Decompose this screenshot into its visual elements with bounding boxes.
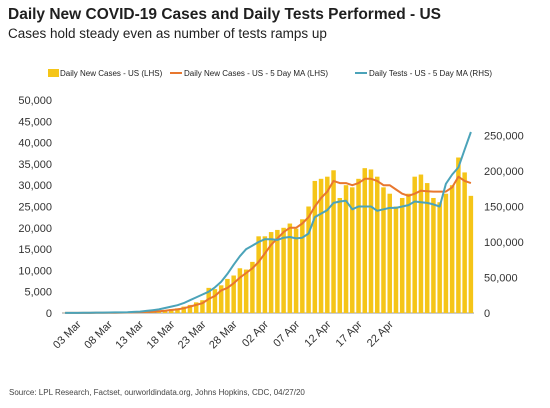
x-tick-label: 17 Apr xyxy=(334,318,365,349)
cases-bar xyxy=(418,174,424,313)
cases-bar xyxy=(325,176,330,313)
legend-label-tests-ma: Daily Tests - US - 5 Day MA (RHS) xyxy=(369,69,492,78)
legend-label-cases-ma: Daily New Cases - US - 5 Day MA (LHS) xyxy=(184,69,328,78)
cases-bar xyxy=(406,193,411,313)
cases-bar xyxy=(212,289,218,313)
y-left-tick-label: 45,000 xyxy=(18,116,52,128)
cases-bar xyxy=(456,157,461,313)
x-tick-label: 23 Mar xyxy=(176,318,209,351)
cases-bar xyxy=(281,227,286,313)
cases-bar xyxy=(393,206,399,313)
cases-bar xyxy=(350,187,355,313)
cases-bar xyxy=(412,176,417,313)
chart-subtitle: Cases hold steady even as number of test… xyxy=(8,26,327,41)
x-tick-label: 13 Mar xyxy=(113,318,146,351)
cases-bar xyxy=(362,168,368,313)
series-lines xyxy=(65,131,472,314)
cases-bar xyxy=(206,287,211,313)
tests-ma-line xyxy=(65,131,472,314)
cases-bar xyxy=(343,185,349,313)
cases-bar xyxy=(318,178,324,313)
cases-bar xyxy=(181,306,186,313)
y-left-tick-label: 15,000 xyxy=(18,244,52,256)
cases-bar xyxy=(312,180,318,313)
y-left-tick-label: 25,000 xyxy=(18,202,52,214)
cases-bar xyxy=(268,232,274,313)
cases-bar xyxy=(306,206,311,313)
cases-bar xyxy=(225,278,230,313)
cases-bar xyxy=(256,236,261,313)
cases-bar xyxy=(168,309,174,313)
cases-bar xyxy=(437,202,442,313)
cases-bar xyxy=(468,195,474,313)
y-left-tick-label: 5,000 xyxy=(24,287,52,299)
cases-bar xyxy=(449,185,455,313)
cases-bar xyxy=(368,169,374,313)
cases-bar xyxy=(387,193,392,313)
cases-bar xyxy=(443,193,449,313)
y-left-tick-label: 40,000 xyxy=(18,138,52,150)
legend-label-cases: Daily New Cases - US (LHS) xyxy=(60,69,163,78)
y-left-tick-label: 0 xyxy=(46,308,52,320)
cases-bar xyxy=(287,223,293,313)
cases-bar xyxy=(275,229,280,313)
y-right-tick-label: 200,000 xyxy=(484,166,524,178)
cases-bar xyxy=(237,268,243,313)
cases-bar xyxy=(218,285,224,313)
y-right-tick-label: 0 xyxy=(484,308,490,320)
y-left-tick-label: 35,000 xyxy=(18,159,52,171)
x-tick-label: 22 Apr xyxy=(365,318,396,349)
cases-bar xyxy=(175,308,180,313)
cases-bar xyxy=(431,197,436,313)
chart-title: Daily New COVID-19 Cases and Daily Tests… xyxy=(8,6,442,23)
cases-bar xyxy=(187,304,193,313)
cases-bar xyxy=(374,176,380,313)
cases-bar xyxy=(337,197,343,313)
cases-bar xyxy=(424,183,430,313)
y-left-tick-label: 10,000 xyxy=(18,265,52,277)
cases-bar xyxy=(331,170,336,313)
y-right-tick-label: 150,000 xyxy=(484,202,524,214)
cases-bar xyxy=(262,236,268,313)
source-note: Source: LPL Research, Factset, ourworldi… xyxy=(9,388,305,397)
cases-bar xyxy=(462,172,467,313)
cases-bar xyxy=(356,178,361,313)
y-right-tick-label: 100,000 xyxy=(484,237,524,249)
x-tick-label: 12 Apr xyxy=(302,318,333,349)
x-tick-label: 28 Mar xyxy=(207,318,240,351)
cases-bar xyxy=(231,275,236,313)
cases-bar xyxy=(293,228,299,313)
cases-bars xyxy=(62,157,474,313)
cases-bar xyxy=(399,197,405,313)
x-tick-label: 07 Apr xyxy=(271,318,302,349)
cases-bar xyxy=(243,269,249,313)
legend-swatch-cases xyxy=(48,69,59,77)
cases-bar xyxy=(193,302,199,313)
cases-bar xyxy=(200,300,205,313)
y-left-tick-label: 50,000 xyxy=(18,95,52,107)
x-tick-label: 18 Mar xyxy=(145,318,178,351)
y-left-tick-label: 30,000 xyxy=(18,180,52,192)
x-tick-label: 02 Apr xyxy=(240,318,271,349)
y-left-tick-label: 20,000 xyxy=(18,223,52,235)
x-tick-label: 03 Mar xyxy=(51,318,84,351)
x-tick-label: 08 Mar xyxy=(82,318,115,351)
legend: Daily New Cases - US (LHS) Daily New Cas… xyxy=(48,69,492,78)
cases-bar xyxy=(300,219,305,313)
y-right-tick-label: 250,000 xyxy=(484,131,524,143)
cases-bar xyxy=(250,261,255,313)
cases-bar xyxy=(381,187,386,313)
y-right-tick-label: 50,000 xyxy=(484,273,518,285)
